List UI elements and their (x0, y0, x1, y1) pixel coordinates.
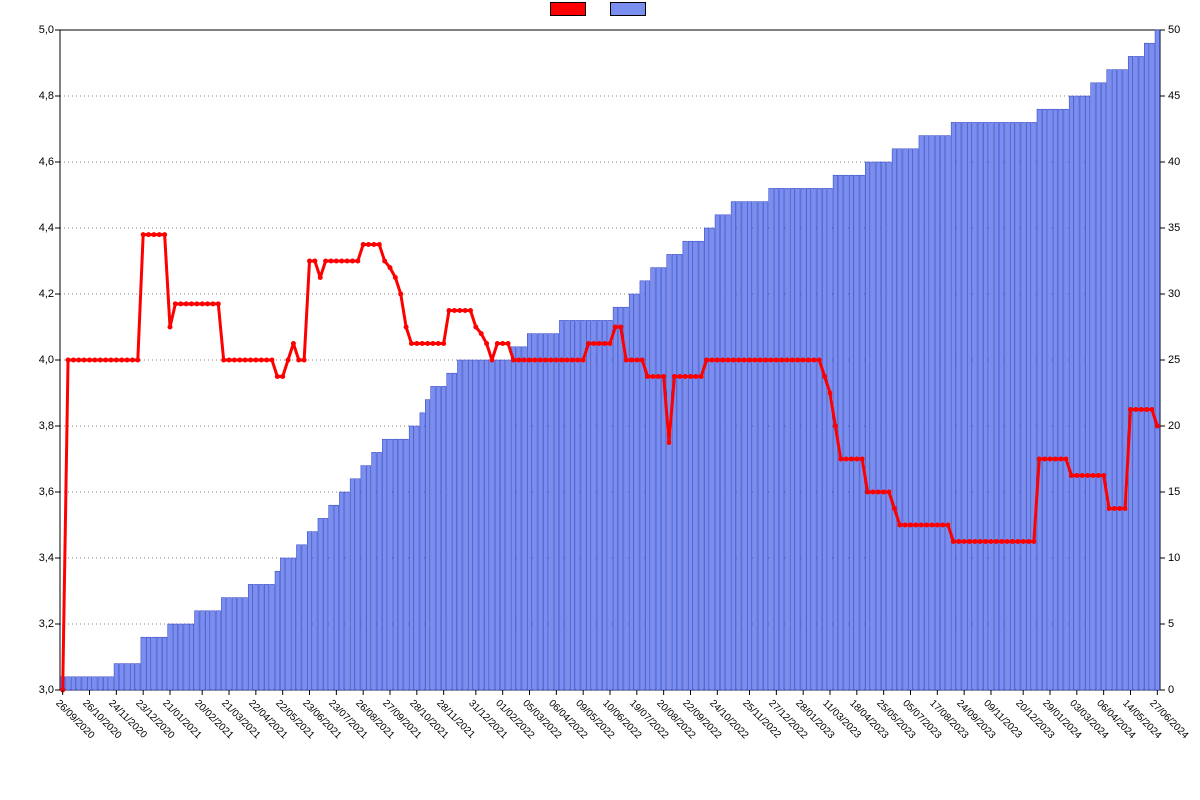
right-axis-tick-label: 5 (1168, 618, 1200, 630)
chart-container: 3,0 3,2 3,4 3,6 3,8 4,0 4,2 4,4 4,6 4,8 5,0 0 5 10 15… (0, 0, 1200, 800)
right-axis-tick-label: 35 (1168, 222, 1200, 234)
right-axis-tick-label: 0 (1168, 684, 1200, 696)
left-axis-tick-label: 4,0 (14, 354, 54, 366)
left-axis-tick-label: 4,2 (14, 288, 54, 300)
left-axis-tick-label: 5,0 (14, 24, 54, 36)
left-axis-tick-label: 4,6 (14, 156, 54, 168)
right-axis-tick-label: 25 (1168, 354, 1200, 366)
left-axis-tick-label: 3,2 (14, 618, 54, 630)
right-axis-tick-label: 20 (1168, 420, 1200, 432)
left-axis-tick-label: 3,8 (14, 420, 54, 432)
plot-area (0, 0, 1200, 800)
left-axis-tick-label: 4,4 (14, 222, 54, 234)
right-axis-tick-label: 40 (1168, 156, 1200, 168)
right-axis-tick-label: 50 (1168, 24, 1200, 36)
right-axis-tick-label: 10 (1168, 552, 1200, 564)
right-axis-tick-label: 30 (1168, 288, 1200, 300)
left-axis-tick-label: 3,6 (14, 486, 54, 498)
left-axis-tick-label: 4,8 (14, 90, 54, 102)
right-axis-tick-label: 45 (1168, 90, 1200, 102)
left-axis-tick-label: 3,0 (14, 684, 54, 696)
left-axis-tick-label: 3,4 (14, 552, 54, 564)
right-axis-tick-label: 15 (1168, 486, 1200, 498)
